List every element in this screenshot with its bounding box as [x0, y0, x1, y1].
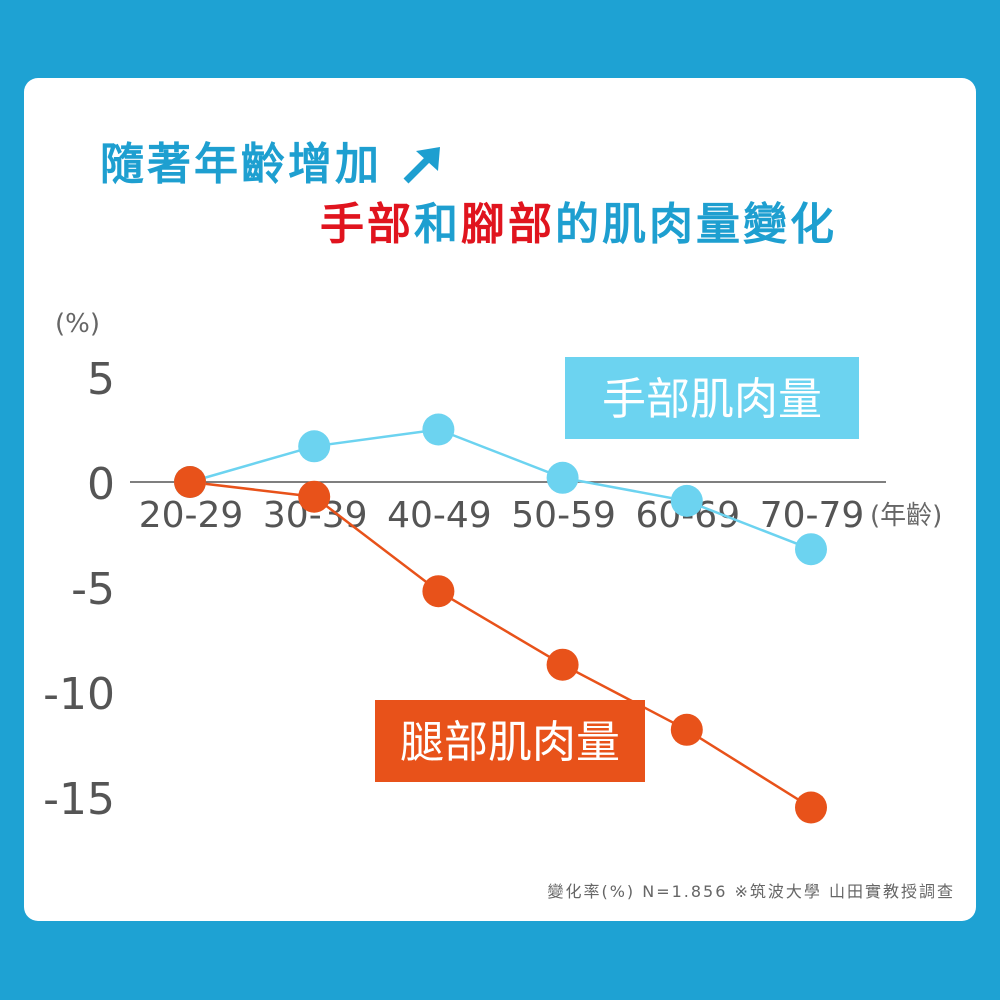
- y-tick-label: -15: [43, 774, 115, 825]
- series-label-box: [375, 700, 645, 782]
- title-part: 手部: [320, 199, 414, 250]
- data-point-1: [422, 575, 455, 608]
- y-tick-label: 5: [87, 354, 115, 405]
- title-part: 和: [414, 199, 461, 250]
- series-line-0: [189, 428, 812, 551]
- data-point-0: [422, 413, 455, 446]
- series-label: 手部肌肉量: [602, 374, 822, 425]
- data-point-1: [670, 713, 703, 746]
- x-axis-unit: (年齡): [870, 501, 942, 531]
- x-tick-label: 40-49: [387, 495, 492, 536]
- title-line-2: 手部和腳部的肌肉量變化: [320, 188, 837, 252]
- title-line-1: 隨著年齡增加: [100, 128, 444, 192]
- data-point-0: [298, 430, 331, 463]
- y-tick-label: -5: [71, 564, 115, 615]
- title-part: 的肌肉量變化: [555, 199, 837, 250]
- data-point-1: [174, 466, 206, 498]
- x-tick-label: 20-29: [139, 495, 244, 536]
- series-label: 腿部肌肉量: [400, 717, 620, 768]
- series-line-1: [189, 480, 812, 809]
- data-point-1: [546, 648, 579, 681]
- x-tick-label: 50-59: [511, 495, 616, 536]
- data-point-1: [298, 480, 331, 513]
- data-point-0: [670, 484, 703, 517]
- y-axis-unit: (%): [55, 309, 100, 339]
- y-tick-label: 0: [87, 459, 115, 510]
- arrow-up-right-icon: [403, 147, 441, 184]
- data-point-0: [795, 533, 827, 566]
- data-point-1: [795, 791, 827, 824]
- title-part: 腳部: [461, 199, 555, 250]
- x-tick-label: 70-79: [760, 495, 865, 536]
- data-point-0: [546, 461, 579, 494]
- y-tick-label: -10: [43, 669, 115, 720]
- footnote: 變化率(%) N=1.856 ※筑波大學 山田實教授調查: [547, 882, 955, 901]
- series-label-box: [565, 357, 859, 439]
